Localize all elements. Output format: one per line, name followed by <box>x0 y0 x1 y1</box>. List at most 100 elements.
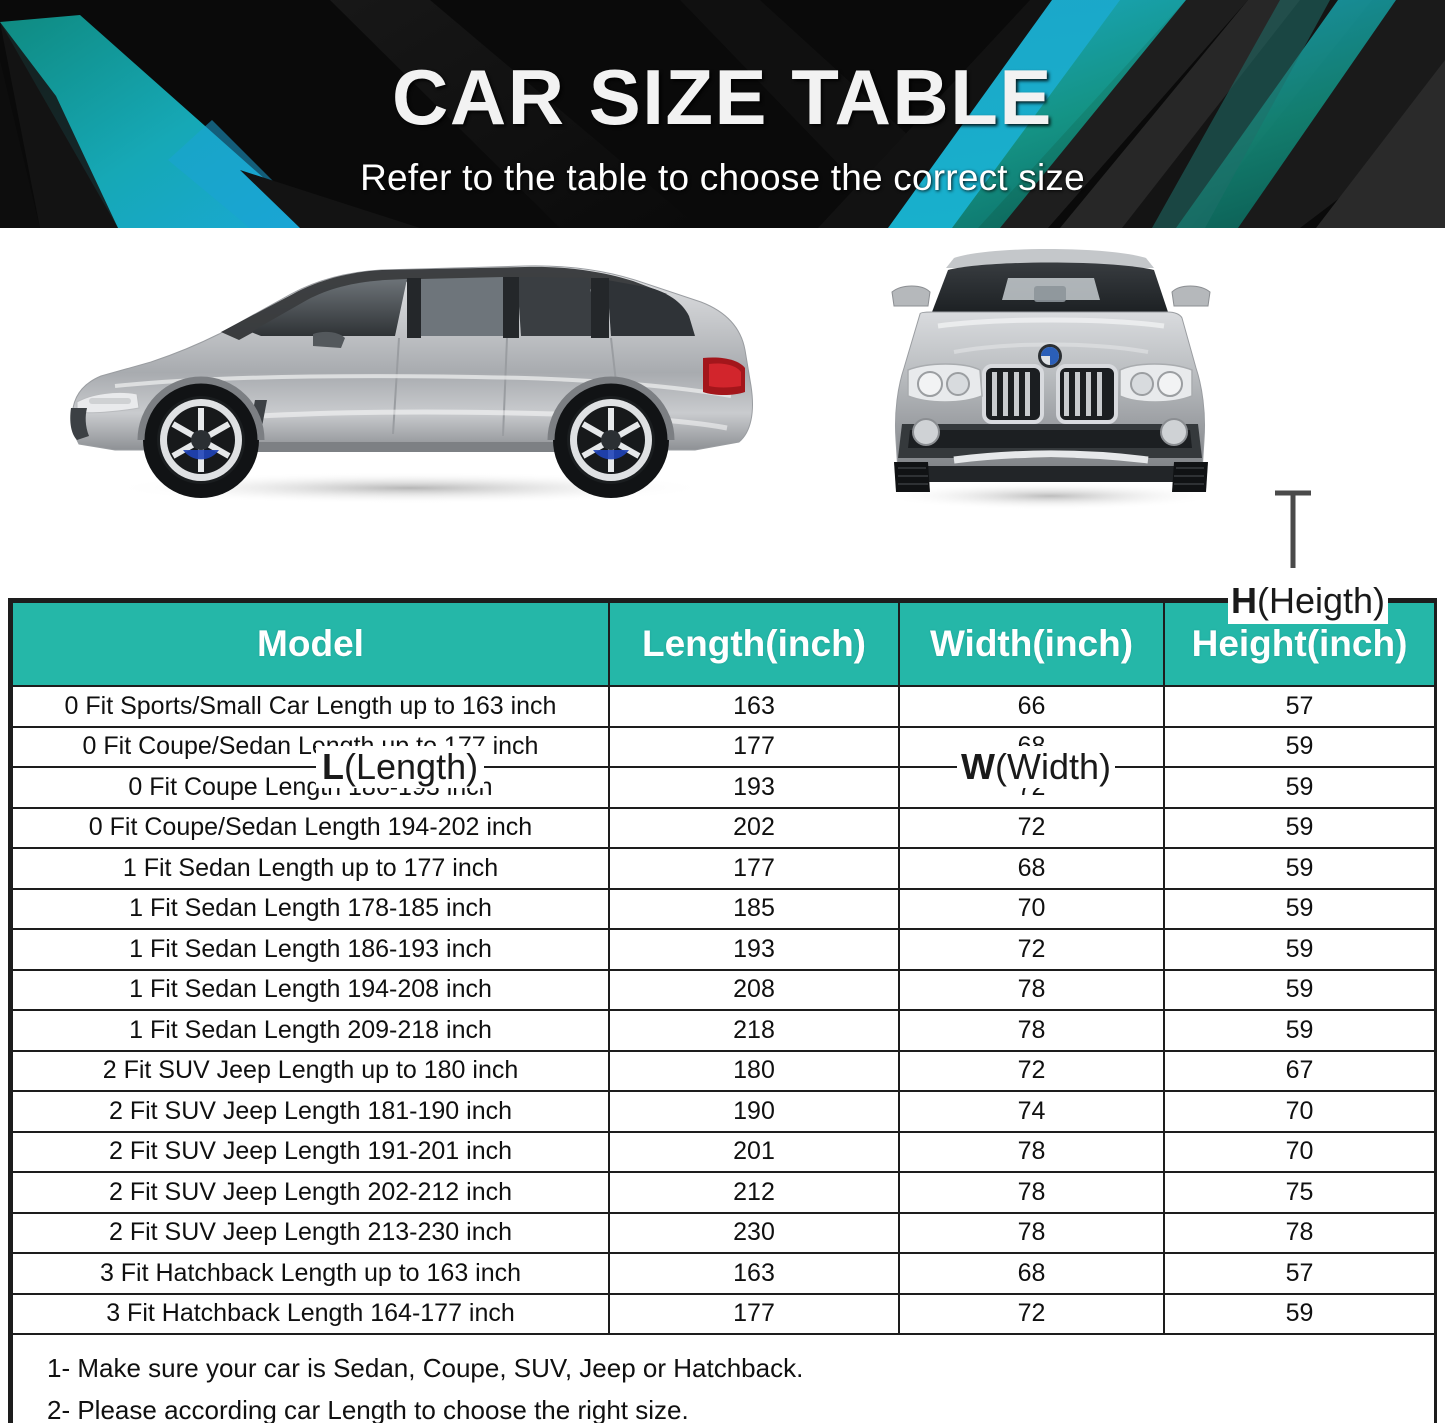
cell-height: 57 <box>1163 1252 1436 1295</box>
cell-width: 78 <box>898 968 1165 1011</box>
cell-height: 59 <box>1163 806 1436 849</box>
cell-height: 67 <box>1163 1049 1436 1092</box>
cell-model: 2 Fit SUV Jeep Length 213-230 inch <box>11 1211 610 1254</box>
cell-model: 0 Fit Coupe Length 186-193 inch <box>11 766 610 809</box>
cell-height: 70 <box>1163 1090 1436 1133</box>
size-table: Model Length(inch) Width(inch) Height(in… <box>11 601 1436 1423</box>
cell-height: 78 <box>1163 1211 1436 1254</box>
cell-width: 70 <box>898 887 1165 930</box>
table-row: 1 Fit Sedan Length 178-185 inch 185 70 59 <box>11 887 1436 930</box>
cell-length: 201 <box>608 1130 900 1173</box>
length-label: L(Length) <box>316 746 485 788</box>
cell-length: 230 <box>608 1211 900 1254</box>
table-row: 2 Fit SUV Jeep Length 213-230 inch 230 78 7… <box>11 1211 1436 1254</box>
cell-model: 2 Fit SUV Jeep Length 181-190 inch <box>11 1090 610 1133</box>
cell-height: 59 <box>1163 847 1436 890</box>
cell-height: 59 <box>1163 1009 1436 1052</box>
height-label: H(Heigth) <box>1228 578 1389 624</box>
cell-width: 66 <box>898 685 1165 728</box>
cell-length: 193 <box>608 928 900 971</box>
cell-model: 0 Fit Coupe/Sedan Length up to 177 inch <box>11 725 610 768</box>
table-row: 1 Fit Sedan Length up to 177 inch 177 68 59 <box>11 847 1436 890</box>
cell-model: 2 Fit SUV Jeep Length up to 180 inch <box>11 1049 610 1092</box>
cell-width: 72 <box>898 806 1165 849</box>
cell-length: 163 <box>608 685 900 728</box>
cell-model: 0 Fit Coupe/Sedan Length 194-202 inch <box>11 806 610 849</box>
page-subtitle: Refer to the table to choose the correct… <box>360 157 1085 199</box>
car-side-view-image <box>70 265 753 504</box>
car-front-view-image <box>880 249 1220 510</box>
cell-length: 208 <box>608 968 900 1011</box>
column-header-model: Model <box>11 601 610 687</box>
column-header-width: Width(inch) <box>898 601 1165 687</box>
cell-model: 1 Fit Sedan Length 194-208 inch <box>11 968 610 1011</box>
cell-length: 177 <box>608 847 900 890</box>
dimension-diagram: L(Length) W(Width) H(Heigth) <box>0 228 1445 791</box>
table-row: 1 Fit Sedan Length 209-218 inch 218 78 59 <box>11 1009 1436 1052</box>
table-header-row: Model Length(inch) Width(inch) Height(in… <box>11 601 1436 687</box>
column-header-length: Length(inch) <box>608 601 900 687</box>
cell-length: 218 <box>608 1009 900 1052</box>
cell-height: 59 <box>1163 725 1436 768</box>
cell-width: 68 <box>898 1252 1165 1295</box>
cell-model: 2 Fit SUV Jeep Length 202-212 inch <box>11 1171 610 1214</box>
header-banner: CAR SIZE TABLE Refer to the table to cho… <box>0 0 1445 228</box>
table-row: 3 Fit Hatchback Length 164-177 inch 177 72… <box>11 1292 1436 1335</box>
table-row: 0 Fit Sports/Small Car Length up to 163 … <box>11 685 1436 728</box>
width-label-text: (Width) <box>994 746 1111 787</box>
cell-model: 2 Fit SUV Jeep Length 191-201 inch <box>11 1130 610 1173</box>
height-label-text: (Heigth) <box>1257 580 1386 621</box>
cell-length: 177 <box>608 725 900 768</box>
cell-model: 3 Fit Hatchback Length 164-177 inch <box>11 1292 610 1335</box>
table-row: 0 Fit Coupe/Sedan Length 194-202 inch 202… <box>11 806 1436 849</box>
table-row: 0 Fit Coupe/Sedan Length up to 177 inch 1… <box>11 725 1436 768</box>
size-table-head: Model Length(inch) Width(inch) Height(in… <box>11 601 1436 687</box>
cell-model: 1 Fit Sedan Length 186-193 inch <box>11 928 610 971</box>
cell-width: 78 <box>898 1130 1165 1173</box>
table-row: 2 Fit SUV Jeep Length 202-212 inch 212 78 7… <box>11 1171 1436 1214</box>
table-row: 3 Fit Hatchback Length up to 163 inch 163… <box>11 1252 1436 1295</box>
cell-length: 202 <box>608 806 900 849</box>
cell-model: 1 Fit Sedan Length 209-218 inch <box>11 1009 610 1052</box>
cell-length: 212 <box>608 1171 900 1214</box>
table-row: 2 Fit SUV Jeep Length 181-190 inch 190 74 7… <box>11 1090 1436 1133</box>
banner-text-block: CAR SIZE TABLE Refer to the table to cho… <box>0 0 1445 228</box>
cell-length: 163 <box>608 1252 900 1295</box>
cell-width: 72 <box>898 1292 1165 1335</box>
cell-height: 70 <box>1163 1130 1436 1173</box>
cell-width: 74 <box>898 1090 1165 1133</box>
cell-width: 72 <box>898 928 1165 971</box>
table-row: 1 Fit Sedan Length 186-193 inch 193 72 59 <box>11 928 1436 971</box>
notes-cell: 1- Make sure your car is Sedan, Coupe, S… <box>11 1332 1436 1423</box>
note-line-2: 2- Please according car Length to choose… <box>47 1395 689 1423</box>
width-label: W(Width) <box>957 746 1115 788</box>
notes-row: 1- Make sure your car is Sedan, Coupe, S… <box>11 1332 1436 1423</box>
width-label-symbol: W <box>961 746 995 787</box>
table-row: 2 Fit SUV Jeep Length up to 180 inch 180 7… <box>11 1049 1436 1092</box>
cell-model: 0 Fit Sports/Small Car Length up to 163 … <box>11 685 610 728</box>
cell-model: 3 Fit Hatchback Length up to 163 inch <box>11 1252 610 1295</box>
cell-width: 78 <box>898 1009 1165 1052</box>
size-table-foot: 1- Make sure your car is Sedan, Coupe, S… <box>11 1332 1436 1423</box>
banner-decorative-shapes <box>0 0 1445 228</box>
size-table-container: Model Length(inch) Width(inch) Height(in… <box>8 598 1437 1423</box>
cell-length: 180 <box>608 1049 900 1092</box>
column-header-height: Height(inch) <box>1163 601 1436 687</box>
table-row: 1 Fit Sedan Length 194-208 inch 208 78 59 <box>11 968 1436 1011</box>
cell-height: 57 <box>1163 685 1436 728</box>
cell-length: 185 <box>608 887 900 930</box>
cell-length: 193 <box>608 766 900 809</box>
page-title: CAR SIZE TABLE <box>392 52 1053 141</box>
note-line-1: 1- Make sure your car is Sedan, Coupe, S… <box>47 1353 804 1383</box>
size-table-body: 0 Fit Sports/Small Car Length up to 163 … <box>11 685 1436 1335</box>
cell-height: 59 <box>1163 968 1436 1011</box>
cell-length: 177 <box>608 1292 900 1335</box>
cell-height: 59 <box>1163 928 1436 971</box>
cell-width: 68 <box>898 847 1165 890</box>
cell-model: 1 Fit Sedan Length up to 177 inch <box>11 847 610 890</box>
cell-height: 59 <box>1163 1292 1436 1335</box>
cell-height: 75 <box>1163 1171 1436 1214</box>
cell-width: 78 <box>898 1171 1165 1214</box>
